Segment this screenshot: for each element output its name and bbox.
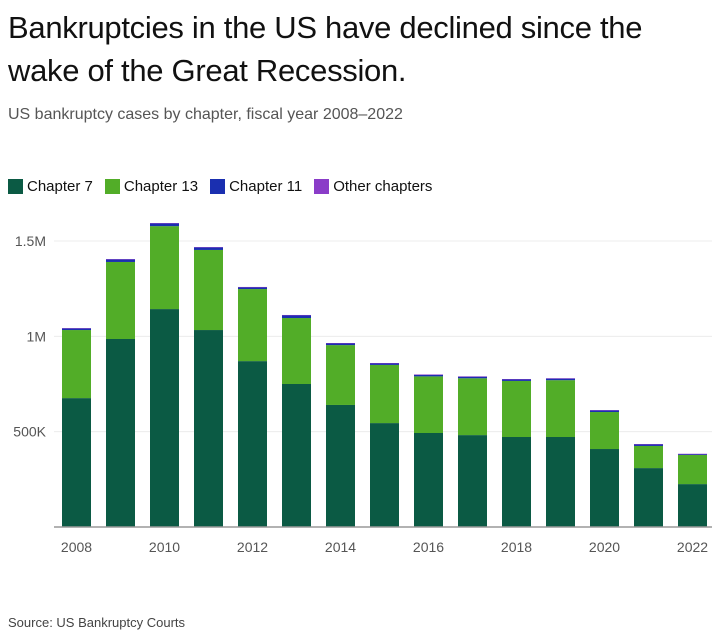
bar-chapter-7 — [62, 398, 91, 527]
bar-chapter-13 — [634, 445, 663, 469]
bar-other-chapters — [150, 223, 179, 224]
x-tick-label: 2012 — [237, 539, 268, 555]
bar-chapter-7 — [106, 339, 135, 527]
x-tick-label: 2016 — [413, 539, 444, 555]
legend-item-chapter-7: Chapter 7 — [8, 178, 93, 195]
bar-other-chapters — [414, 374, 443, 375]
chart-title: Bankruptcies in the US have declined sin… — [8, 10, 643, 88]
bar-chapter-13 — [326, 345, 355, 405]
bar-other-chapters — [634, 444, 663, 445]
legend-swatch — [314, 179, 330, 194]
bar-other-chapters — [370, 363, 399, 364]
bar-other-chapters — [106, 259, 135, 260]
bar-chapter-11 — [282, 315, 311, 319]
bar-chapter-11 — [106, 259, 135, 262]
bar-chapter-7 — [150, 309, 179, 527]
bar-chapter-7 — [678, 484, 707, 527]
legend-swatch — [8, 179, 23, 194]
bar-other-chapters — [546, 378, 575, 379]
legend-label: Chapter 11 — [229, 178, 303, 195]
bar-chapter-11 — [326, 343, 355, 346]
y-tick-label: 1M — [27, 328, 46, 344]
bar-chapter-13 — [282, 318, 311, 384]
bar-chapter-11 — [546, 378, 575, 381]
legend-item-chapter-13: Chapter 13 — [104, 178, 199, 195]
bar-chapter-7 — [502, 437, 531, 527]
legend-label: Other chapters — [333, 178, 433, 195]
x-tick-label: 2022 — [677, 539, 708, 555]
legend-item-other-chapters: Other chapters — [314, 178, 432, 195]
bar-chapter-13 — [106, 261, 135, 340]
x-tick-label: 2014 — [325, 539, 356, 555]
bar-chapter-13 — [194, 249, 223, 331]
legend-swatch — [104, 179, 120, 194]
bar-other-chapters — [678, 453, 707, 455]
y-tick-label: 1.5M — [15, 233, 46, 249]
bar-chapter-11 — [414, 374, 443, 377]
x-tick-label: 2020 — [589, 539, 620, 555]
bar-chapter-11 — [634, 444, 663, 446]
bar-chapter-7 — [590, 449, 619, 527]
y-tick-label: 500K — [13, 424, 46, 440]
bar-chapter-7 — [634, 468, 663, 527]
bar-chapter-7 — [282, 384, 311, 527]
x-tick-label: 2018 — [501, 539, 532, 555]
chart-subtitle: US bankruptcy cases by chapter, fiscal y… — [8, 106, 403, 123]
legend-label: Chapter 7 — [27, 178, 93, 195]
bar-chapter-13 — [590, 412, 619, 450]
legend-swatch — [210, 179, 226, 194]
bar-chapter-13 — [238, 289, 267, 362]
legend-item-chapter-11: Chapter 11 — [210, 178, 302, 195]
bar-other-chapters — [194, 247, 223, 248]
bar-chapter-11 — [238, 287, 267, 290]
bar-chapter-7 — [238, 361, 267, 527]
bar-chapter-7 — [458, 435, 487, 527]
bar-other-chapters — [238, 286, 267, 288]
bar-chapter-13 — [502, 380, 531, 438]
bar-chapter-7 — [414, 433, 443, 527]
bar-chapter-11 — [590, 410, 619, 413]
bar-chapter-13 — [546, 380, 575, 438]
bar-other-chapters — [458, 376, 487, 377]
source-note: Source: US Bankruptcy Courts — [8, 615, 186, 630]
bar-chapter-13 — [62, 330, 91, 399]
bar-chapter-11 — [502, 379, 531, 381]
bar-chapter-13 — [150, 226, 179, 310]
bar-chapter-11 — [678, 453, 707, 455]
bar-other-chapters — [502, 379, 531, 380]
bar-other-chapters — [590, 410, 619, 411]
legend: Chapter 7 Chapter 13 Chapter 11 Other ch… — [8, 178, 432, 195]
bar-chapter-7 — [370, 423, 399, 527]
bar-other-chapters — [326, 343, 355, 344]
bar-chapter-13 — [678, 454, 707, 485]
bar-chapter-7 — [546, 437, 575, 527]
bar-chapter-13 — [414, 376, 443, 434]
bar-chapter-11 — [194, 247, 223, 250]
bar-chapter-11 — [458, 376, 487, 379]
x-tick-label: 2008 — [61, 539, 92, 555]
bar-chapter-7 — [194, 330, 223, 527]
bar-other-chapters — [62, 328, 91, 329]
bar-chapter-11 — [150, 223, 179, 227]
bar-chapter-13 — [370, 364, 399, 424]
bar-chapter-11 — [62, 328, 91, 331]
bar-chapter-7 — [326, 404, 355, 527]
bar-other-chapters — [282, 314, 311, 316]
legend-label: Chapter 13 — [123, 178, 199, 195]
bar-chapter-13 — [458, 378, 487, 436]
bar-chapter-11 — [370, 363, 399, 365]
x-tick-label: 2010 — [149, 539, 180, 555]
